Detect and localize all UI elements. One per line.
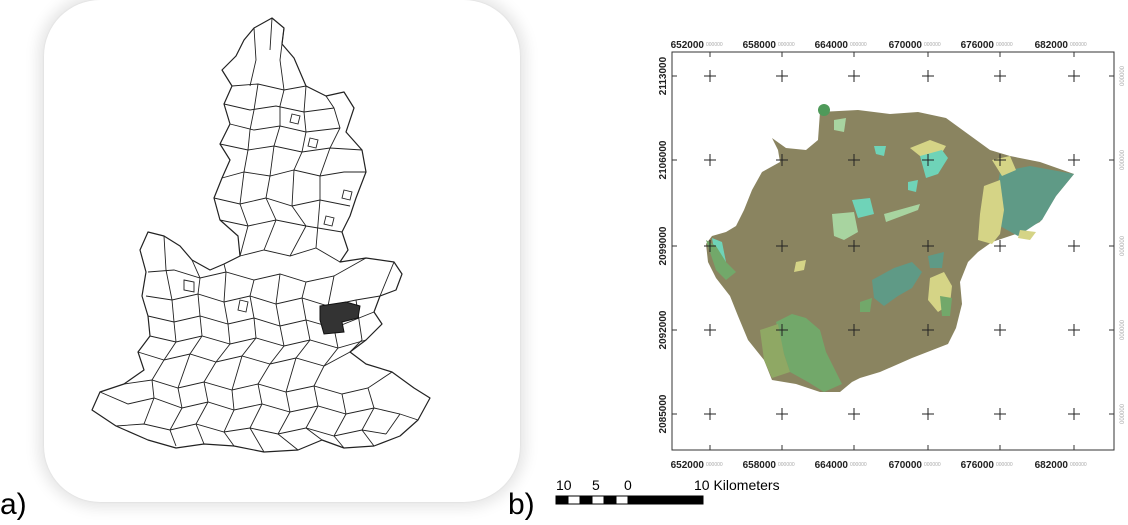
teal-landcover: [994, 166, 1074, 236]
x-tick-suffix-bottom: 000000: [850, 462, 867, 468]
x-tick-suffix-top: 000000: [924, 42, 941, 48]
x-tick-label-top: 682000: [1035, 40, 1069, 51]
scale-label-0: 0: [624, 477, 632, 493]
x-tick-suffix-top: 000000: [706, 42, 723, 48]
y-tick-suffix-right: 000000: [1120, 149, 1126, 170]
municipalities-map: [91, 17, 431, 453]
panel-b-label: b): [508, 488, 535, 521]
light-green-landcover-3: [834, 118, 846, 132]
y-tick-label-left: 2113000: [658, 56, 669, 95]
scale-bar-segments: [555, 495, 704, 505]
panel-a-label: a): [0, 488, 27, 521]
green-dot: [818, 104, 830, 116]
x-tick-label-bottom: 652000: [671, 460, 705, 471]
y-tick-suffix-right: 000000: [1120, 403, 1126, 424]
green-landcover-5: [940, 296, 952, 316]
base-landcover: [706, 110, 1074, 392]
y-tick-label-left: 2085000: [658, 394, 669, 433]
x-tick-suffix-top: 000000: [996, 42, 1013, 48]
scale-label-km: 10 Kilometers: [694, 477, 780, 493]
yellow-landcover-5: [1018, 230, 1036, 240]
x-tick-suffix-bottom: 000000: [706, 462, 723, 468]
scale-label-10: 10: [556, 477, 572, 493]
y-tick-suffix-right: 000000: [1120, 319, 1126, 340]
y-tick-suffix-right: 000000: [1120, 235, 1126, 256]
x-tick-suffix-bottom: 000000: [924, 462, 941, 468]
yellow-landcover-4: [794, 260, 806, 272]
x-tick-suffix-top: 000000: [850, 42, 867, 48]
teal-patches: [872, 262, 922, 306]
yellow-landcover-1: [978, 180, 1004, 244]
x-tick-label-bottom: 676000: [961, 460, 995, 471]
x-tick-label-top: 670000: [889, 40, 923, 51]
x-tick-label-top: 676000: [961, 40, 995, 51]
x-tick-label-bottom: 658000: [743, 460, 777, 471]
scale-bar: 10 5 0 10 Kilometers: [552, 476, 792, 516]
aqua-landcover-4: [908, 180, 918, 192]
x-tick-suffix-top: 000000: [1070, 42, 1087, 48]
yellow-landcover-6: [992, 156, 1016, 176]
highlighted-municipality: [319, 301, 361, 335]
x-tick-label-bottom: 664000: [815, 460, 849, 471]
x-tick-suffix-top: 000000: [778, 42, 795, 48]
x-tick-label-top: 652000: [671, 40, 705, 51]
aqua-landcover-3: [874, 146, 886, 156]
x-tick-label-top: 658000: [743, 40, 777, 51]
scale-label-5: 5: [592, 477, 600, 493]
y-tick-label-left: 2106000: [658, 140, 669, 179]
x-tick-suffix-bottom: 000000: [778, 462, 795, 468]
x-tick-label-bottom: 670000: [889, 460, 923, 471]
green-landcover-2: [760, 324, 790, 378]
light-green-landcover-2: [884, 204, 920, 222]
aqua-landcover-2: [852, 198, 874, 218]
state-outline: [91, 17, 431, 453]
x-tick-label-top: 664000: [815, 40, 849, 51]
inset-map-frame: [44, 0, 520, 502]
y-tick-label-left: 2092000: [658, 310, 669, 349]
y-tick-label-left: 2099000: [658, 226, 669, 265]
green-landcover-4: [860, 298, 872, 312]
x-tick-label-bottom: 682000: [1035, 460, 1069, 471]
aqua-landcover-1: [920, 150, 948, 178]
x-tick-suffix-bottom: 000000: [1070, 462, 1087, 468]
light-green-landcover-1: [832, 212, 858, 240]
x-tick-suffix-bottom: 000000: [996, 462, 1013, 468]
green-landcover-1: [776, 314, 842, 392]
green-landcover-3: [706, 240, 736, 280]
map-frame: [671, 51, 1115, 451]
y-tick-suffix-right: 000000: [1120, 65, 1126, 86]
